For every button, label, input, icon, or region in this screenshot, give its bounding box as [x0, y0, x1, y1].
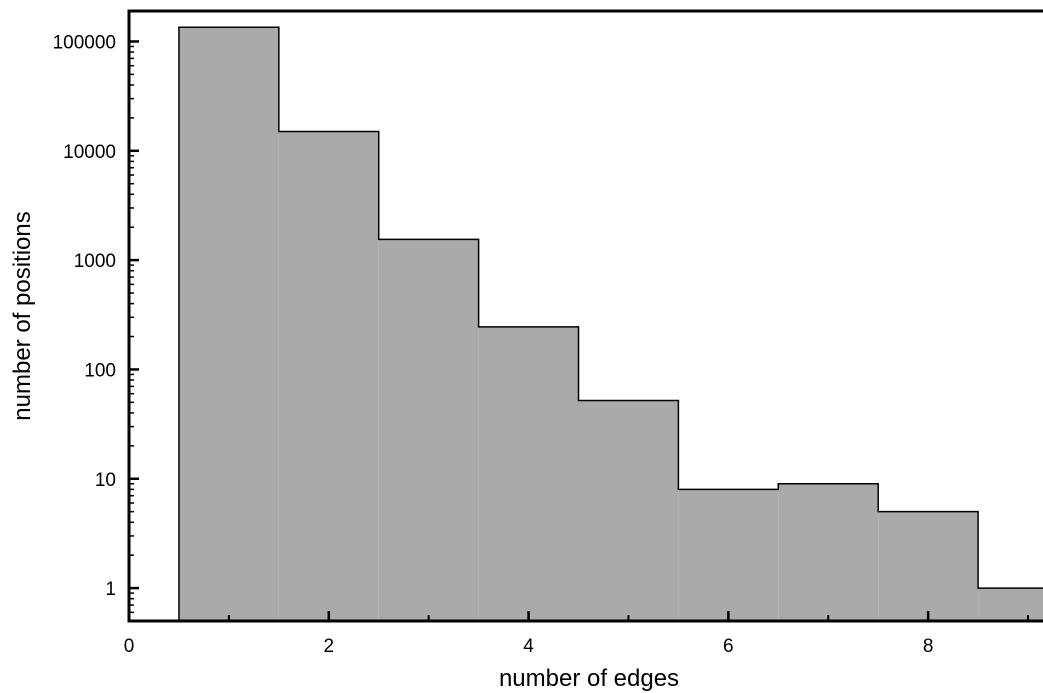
x-axis-title: number of edges — [499, 665, 679, 692]
y-tick-label: 10 — [95, 470, 116, 491]
x-tick-label: 0 — [124, 636, 135, 657]
histogram-bar — [178, 27, 279, 622]
x-tick-label: 2 — [323, 636, 334, 657]
y-tick-label: 100 — [84, 360, 116, 381]
y-axis-ticks: 1 10 100 1000 10000 100000 — [53, 32, 139, 622]
x-tick-label: 4 — [523, 636, 534, 657]
histogram-bar — [478, 326, 579, 621]
x-tick-label: 8 — [923, 636, 934, 657]
y-tick-label: 100000 — [53, 32, 116, 53]
histogram-bar — [578, 400, 679, 621]
histogram-bar — [878, 511, 979, 621]
histogram-bar — [378, 239, 479, 621]
y-tick-label: 10000 — [63, 142, 116, 163]
y-axis-title: number of positions — [9, 211, 36, 420]
y-tick-label: 1000 — [74, 251, 116, 272]
histogram-bar — [778, 483, 879, 621]
histogram-outline — [178, 26, 1043, 621]
y-tick-label: 1 — [105, 579, 116, 600]
histogram-bars — [178, 26, 1043, 622]
histogram-bar — [678, 489, 779, 621]
x-tick-label: 6 — [723, 636, 734, 657]
x-axis-ticks: 0 2 4 6 8 — [124, 611, 1030, 657]
histogram-bar — [278, 131, 379, 621]
axes — [127, 9, 1043, 623]
histogram-bar — [978, 588, 1043, 621]
